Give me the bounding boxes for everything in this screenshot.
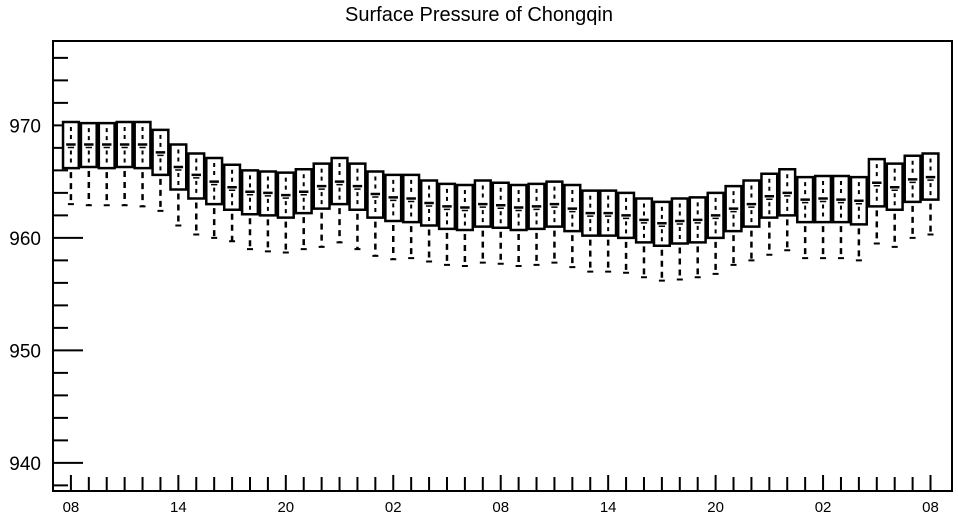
- y-tick-label: 950: [9, 341, 41, 362]
- box: [742, 179, 761, 262]
- box: [599, 189, 618, 273]
- box: [616, 191, 636, 274]
- x-axis: 08 14 20 02 08 14 20 02 08: [63, 475, 939, 516]
- box: [491, 181, 510, 265]
- box: [419, 179, 439, 263]
- box: [348, 162, 367, 251]
- box: [831, 174, 851, 260]
- x-tick-label: 02: [815, 499, 832, 516]
- box: [205, 156, 224, 239]
- box: [849, 175, 869, 262]
- x-tick-label: 20: [707, 499, 724, 516]
- x-tick-label: 08: [63, 499, 80, 516]
- box: [455, 183, 475, 267]
- box: [115, 120, 134, 207]
- box: [276, 171, 295, 254]
- box: [921, 152, 940, 236]
- box: [240, 169, 260, 251]
- box: [527, 182, 546, 266]
- box: [61, 120, 81, 206]
- box: [133, 120, 152, 208]
- x-tick-label: 08: [922, 499, 939, 516]
- chart-title: Surface Pressure of Chongqin: [345, 4, 613, 26]
- box: [634, 197, 654, 279]
- x-tick-label: 20: [277, 499, 294, 516]
- y-tick-label: 970: [9, 116, 41, 137]
- box: [258, 170, 278, 253]
- box: [473, 179, 492, 264]
- box: [366, 170, 385, 257]
- box: [97, 121, 116, 207]
- box: [294, 168, 313, 251]
- box: [581, 189, 600, 273]
- box: [545, 180, 564, 264]
- boxes: [61, 120, 940, 282]
- box: [312, 162, 331, 248]
- x-tick-label: 14: [170, 499, 187, 516]
- box: [724, 184, 743, 266]
- x-tick-label: 02: [385, 499, 402, 516]
- box: [384, 173, 403, 261]
- plot-frame: [52, 40, 953, 492]
- box: [670, 197, 689, 281]
- box: [402, 173, 421, 260]
- box: [796, 175, 815, 260]
- box: [903, 154, 922, 239]
- box: [222, 163, 242, 243]
- y-tick-label: 960: [9, 229, 41, 250]
- box: [778, 168, 797, 252]
- y-tick-label: 940: [9, 454, 41, 475]
- box: [330, 156, 349, 244]
- x-tick-label: 08: [492, 499, 509, 516]
- x-tick-label: 14: [600, 499, 617, 516]
- box: [706, 191, 725, 275]
- box: [437, 182, 457, 266]
- box: [885, 162, 904, 248]
- box: [187, 152, 206, 236]
- box: [688, 196, 707, 279]
- box: [509, 183, 528, 267]
- box: [151, 128, 170, 212]
- box: [79, 121, 98, 207]
- y-axis: 940 950 960 970: [9, 56, 83, 487]
- box: [652, 200, 672, 282]
- box: [867, 157, 886, 245]
- box: [760, 172, 779, 256]
- box: [169, 143, 188, 227]
- box: [813, 174, 833, 260]
- box: [563, 183, 582, 269]
